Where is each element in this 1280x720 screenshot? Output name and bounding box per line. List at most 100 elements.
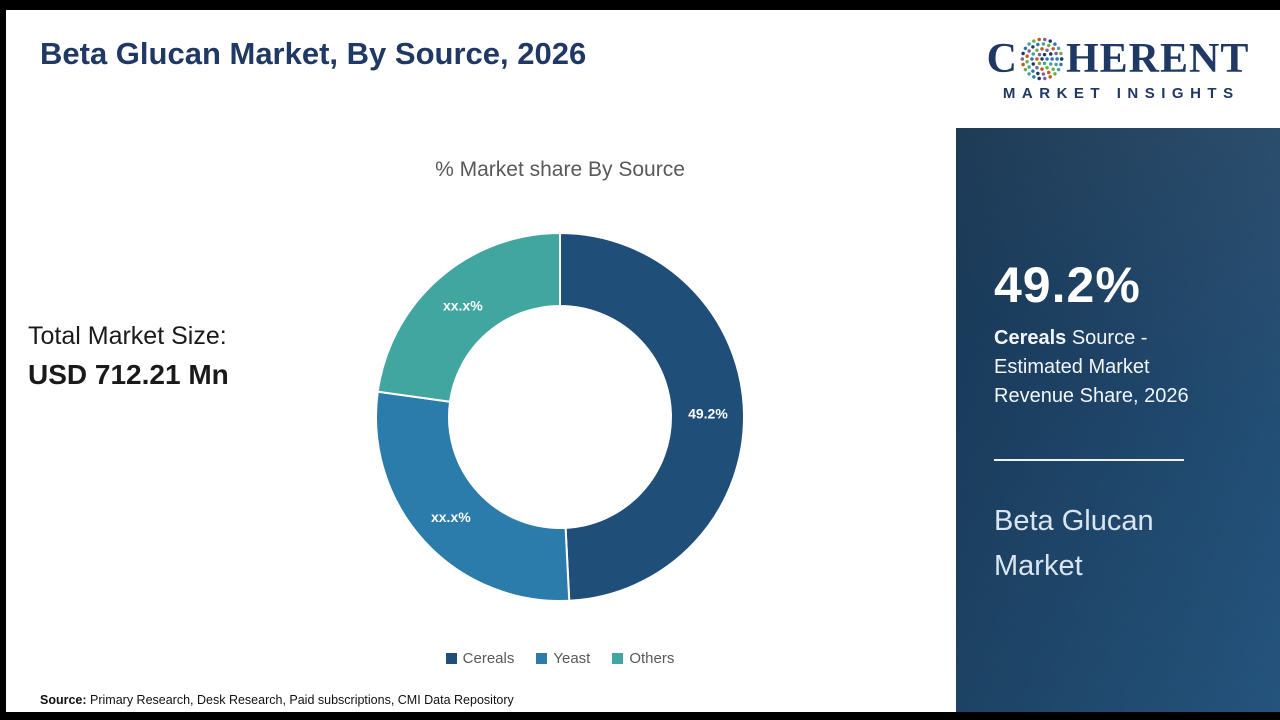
globe-dot (1045, 56, 1049, 61)
slice-label-cereals: 49.2% (688, 405, 728, 421)
donut-segment-cereals (559, 231, 746, 602)
dotted-globe-o-icon (1020, 37, 1064, 80)
legend-item-yeast: Yeast (536, 650, 590, 667)
panel-divider-rule (994, 459, 1184, 461)
globe-dot (1030, 56, 1034, 61)
globe-dot (1045, 48, 1049, 52)
globe-dot (1025, 59, 1029, 64)
legend-swatch-others (612, 653, 624, 664)
legend-label-cereals: Cereals (462, 650, 515, 667)
highlight-stat-value: 49.2% (994, 257, 1141, 313)
globe-dot (1035, 56, 1039, 61)
stat-keyword: Cereals (994, 327, 1067, 349)
globe-dot (1023, 46, 1028, 50)
total-market-size-block: Total Market Size: USD 712.21 Mn (28, 322, 229, 391)
globe-dot (1032, 74, 1036, 79)
globe-dot (1027, 71, 1031, 76)
globe-dot (1021, 51, 1025, 55)
chart-title: % Market share By Source (435, 158, 685, 181)
globe-dot (1059, 62, 1063, 66)
globe-dot (1027, 64, 1031, 69)
globe-dot (1020, 56, 1025, 61)
globe-dot (1042, 52, 1047, 56)
globe-dot (1050, 56, 1054, 61)
legend-swatch-cereals (445, 653, 457, 664)
globe-dot (1056, 46, 1061, 50)
globe-dot (1048, 74, 1052, 79)
stat-description-text: Source - Estimated Market Revenue Share,… (994, 327, 1189, 407)
globe-dot (1031, 68, 1035, 73)
donut-chart-svg: 49.2% xx.x% xx.x% (375, 231, 746, 602)
legend-item-cereals: Cereals (445, 650, 515, 667)
globe-dot (1054, 62, 1058, 66)
legend-label-yeast: Yeast (553, 650, 591, 667)
globe-dot (1042, 61, 1047, 65)
globe-dot (1031, 44, 1035, 49)
brand-logo-row: C HERENT (987, 37, 1250, 81)
globe-dot (1045, 65, 1049, 69)
globe-dot (1027, 41, 1031, 46)
source-text: Primary Research, Desk Research, Paid su… (86, 693, 514, 707)
globe-dot (1037, 76, 1041, 80)
globe-dot (1051, 66, 1055, 71)
globe-dot (1025, 53, 1029, 58)
globe-dot (1043, 76, 1047, 80)
slice-label-yeast: xx.x% (431, 509, 471, 525)
panel-report-title: Beta Glucan Market (994, 505, 1154, 582)
donut-segment-yeast (375, 390, 571, 602)
brand-logo: C HERENT MARKET INSIGHTS (956, 10, 1280, 128)
chart-legend: Cereals Yeast Others (260, 650, 860, 667)
total-market-size-label: Total Market Size: (28, 322, 227, 350)
globe-dot (1031, 51, 1035, 56)
main-content-area: Beta Glucan Market, By Source, 2026 % Ma… (6, 10, 950, 712)
globe-dot (1037, 52, 1042, 56)
globe-dot (1037, 37, 1041, 41)
legend-swatch-yeast (536, 653, 548, 664)
globe-dot (1041, 71, 1046, 76)
globe-dot (1021, 62, 1025, 66)
source-label: Source: (40, 693, 87, 707)
globe-dot (1035, 48, 1039, 52)
total-market-size-value: USD 712.21 Mn (28, 359, 229, 390)
globe-dot (1048, 51, 1053, 56)
globe-dot (1055, 56, 1059, 61)
source-attribution: Source: Primary Research, Desk Research,… (40, 693, 514, 707)
legend-item-others: Others (612, 650, 674, 667)
globe-dot (1036, 71, 1040, 75)
globe-dot (1032, 38, 1036, 43)
globe-dot (1048, 38, 1052, 43)
globe-dot (1053, 71, 1057, 76)
globe-dot (1043, 37, 1047, 41)
globe-dot (1059, 56, 1064, 61)
globe-dot (1056, 67, 1061, 71)
globe-dot (1037, 61, 1042, 65)
slice-label-others: xx.x% (443, 297, 483, 313)
donut-segment-others (376, 231, 561, 403)
globe-dot (1040, 46, 1044, 51)
vertical-divider (950, 10, 956, 712)
globe-dot (1027, 48, 1031, 53)
globe-dot (1035, 65, 1039, 69)
globe-dot (1048, 61, 1053, 66)
page-title: Beta Glucan Market, By Source, 2026 (40, 36, 587, 71)
globe-dot (1054, 51, 1058, 55)
globe-dot (1059, 51, 1063, 55)
sidebar: C HERENT MARKET INSIGHTS 49.2% Cereals S… (956, 10, 1280, 712)
sidebar-panel: 49.2% Cereals Source - Estimated Market … (956, 128, 1280, 712)
globe-dot (1051, 46, 1055, 51)
legend-label-others: Others (629, 650, 675, 667)
donut-chart: 49.2% xx.x% xx.x% (370, 227, 750, 607)
brand-text: HERENT (1065, 35, 1250, 82)
globe-dot (1053, 41, 1057, 46)
globe-dot (1046, 70, 1051, 74)
brand-tagline: MARKET INSIGHTS (1002, 84, 1240, 102)
globe-dot (1031, 61, 1035, 66)
globe-dot (1041, 41, 1046, 46)
globe-dot (1036, 42, 1040, 46)
highlight-stat-description: Cereals Source - Estimated Market Revenu… (994, 324, 1209, 411)
globe-dot (1040, 66, 1044, 71)
brand-letter-c: C (986, 35, 1018, 82)
globe-dot (1046, 43, 1051, 47)
globe-dot (1023, 67, 1028, 71)
globe-dot (1040, 56, 1044, 61)
